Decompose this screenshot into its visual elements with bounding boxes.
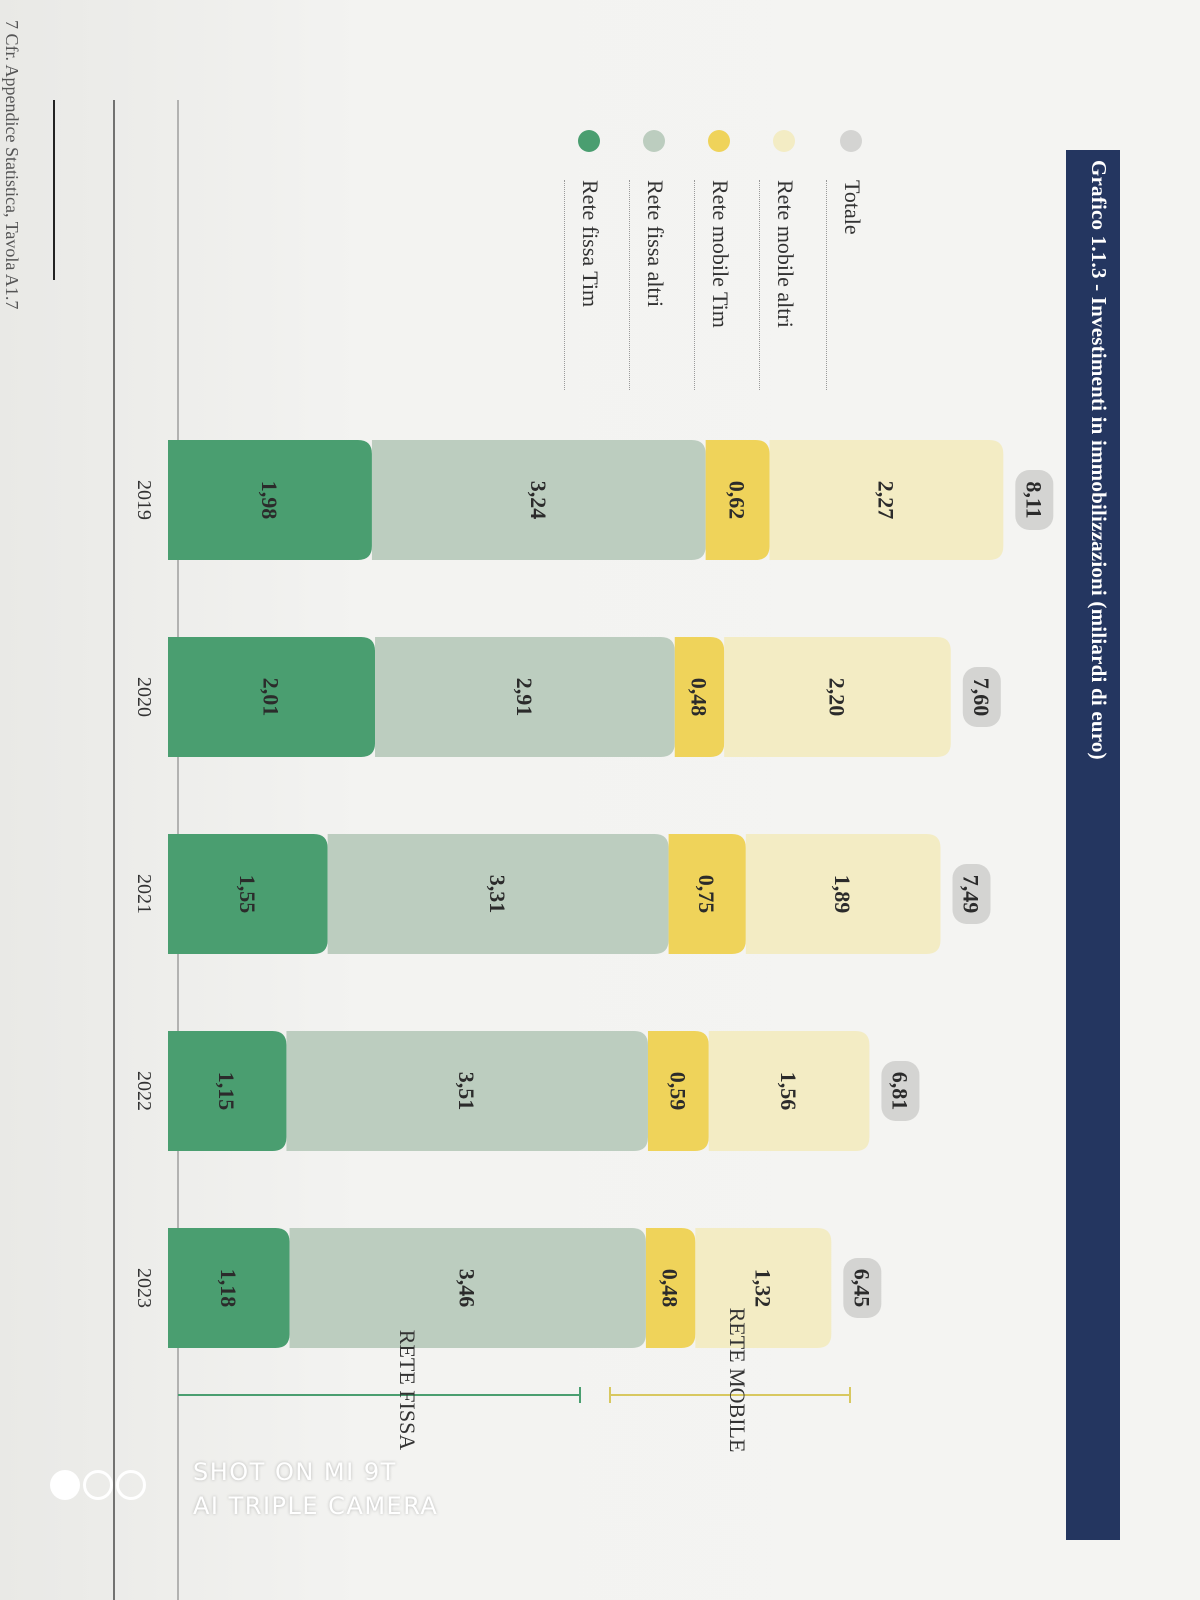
bar-value-label: 3,51 <box>454 1072 479 1111</box>
footnote-rule <box>53 100 55 280</box>
x-tick-label: 2022 <box>133 1071 155 1111</box>
group-label-rete-fissa: RETE FISSA <box>395 1330 420 1451</box>
bar-value-label: 1,55 <box>235 875 260 914</box>
bar-segment <box>286 1031 648 1151</box>
bar-segment <box>708 1031 870 1151</box>
x-tick-label: 2020 <box>133 677 155 717</box>
bar-value-label: 1,89 <box>830 875 855 914</box>
rete-mobile-bracket <box>609 1387 851 1403</box>
group-label-rete-mobile: RETE MOBILE <box>725 1308 750 1453</box>
bar-value-label: 0,48 <box>658 1269 683 1308</box>
bar-segment <box>674 637 725 757</box>
bar-value-label: 0,62 <box>725 481 750 520</box>
bar-value-label: 1,56 <box>776 1072 801 1111</box>
bar-value-label: 2,27 <box>873 481 898 520</box>
total-pill <box>1015 470 1054 530</box>
camera-watermark: SHOT ON MI 9T AI TRIPLE CAMERA <box>193 1455 438 1523</box>
bar-segment <box>695 1228 832 1348</box>
total-pill <box>962 667 1001 727</box>
total-value-label: 6,81 <box>887 1072 912 1111</box>
bar-segment <box>769 440 1004 560</box>
x-tick-label: 2021 <box>133 874 155 914</box>
footnote: 7 Cfr. Appendice Statistica, Tavola A1.7 <box>2 20 22 310</box>
total-pill <box>881 1061 920 1121</box>
bar-segment <box>289 1228 646 1348</box>
total-value-label: 7,60 <box>969 678 994 717</box>
bar-value-label: 1,32 <box>750 1269 775 1308</box>
bar-segment <box>705 440 770 560</box>
bar-value-label: 3,31 <box>485 875 510 914</box>
camera-logo-icon <box>50 1470 149 1500</box>
bar-value-label: 2,20 <box>825 678 850 717</box>
bar-value-label: 0,59 <box>665 1072 690 1111</box>
bar-segment <box>168 1228 290 1348</box>
x-tick-label: 2019 <box>133 480 155 520</box>
bar-value-label: 0,48 <box>686 678 711 717</box>
bar-segment <box>647 1031 709 1151</box>
total-pill <box>843 1258 882 1318</box>
bar-segment <box>168 834 328 954</box>
watermark-line-1: SHOT ON MI 9T <box>193 1458 397 1486</box>
bar-segment <box>168 440 372 560</box>
bar-value-label: 1,98 <box>257 481 282 520</box>
bar-segment <box>168 1031 287 1151</box>
total-pill <box>952 864 991 924</box>
bar-value-label: 3,24 <box>526 481 551 520</box>
bar-segment <box>724 637 951 757</box>
bar-value-label: 3,46 <box>455 1269 480 1308</box>
bar-value-label: 2,01 <box>259 678 284 717</box>
bar-segment <box>745 834 941 954</box>
rete-fissa-bracket <box>178 1387 581 1403</box>
bar-value-label: 2,91 <box>512 678 537 717</box>
bar-segment <box>168 637 376 757</box>
bar-segment <box>371 440 706 560</box>
bar-segment <box>645 1228 696 1348</box>
bar-value-label: 1,15 <box>214 1072 239 1111</box>
bar-segment <box>327 834 669 954</box>
total-value-label: 7,49 <box>959 875 984 914</box>
total-value-label: 8,11 <box>1021 481 1046 518</box>
bar-value-label: 1,18 <box>216 1269 241 1308</box>
total-value-label: 6,45 <box>849 1269 874 1308</box>
bar-segment <box>375 637 675 757</box>
bar-value-label: 0,75 <box>694 875 719 914</box>
x-tick-label: 2023 <box>133 1268 155 1308</box>
bar-segment <box>668 834 746 954</box>
watermark-line-2: AI TRIPLE CAMERA <box>193 1492 439 1520</box>
